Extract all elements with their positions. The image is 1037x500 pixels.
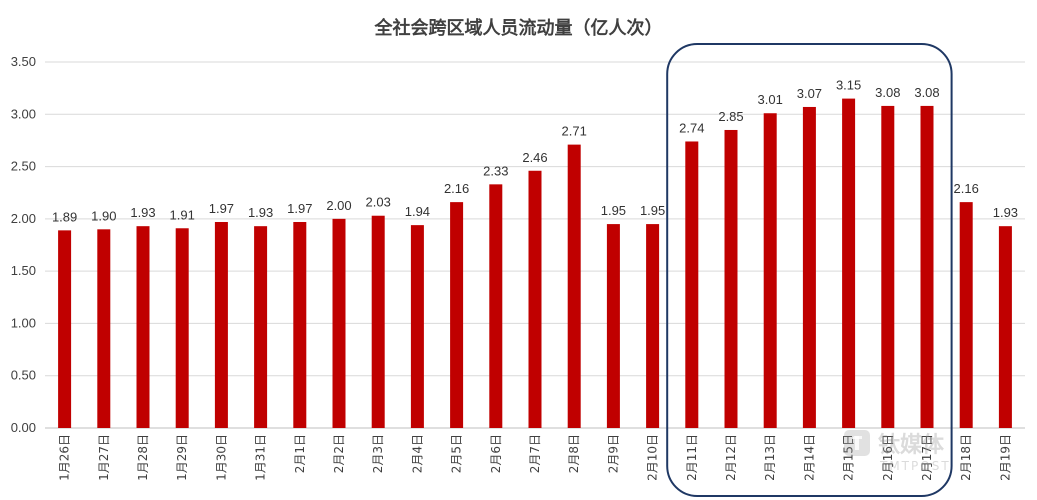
bar — [332, 218, 346, 428]
y-tick-label: 3.50 — [11, 54, 36, 69]
x-tick-label: 1月30日 — [214, 434, 228, 481]
x-tick-label: 2月17日 — [920, 434, 934, 481]
data-label: 2.46 — [522, 150, 547, 165]
data-label: 1.97 — [209, 201, 234, 216]
bar — [410, 225, 424, 428]
y-tick-label: 2.00 — [11, 211, 36, 226]
watermark-text: 钛媒体 — [878, 432, 945, 458]
x-tick-label: 1月28日 — [136, 434, 150, 481]
data-label: 2.85 — [718, 109, 743, 124]
bar — [606, 224, 620, 428]
data-label: 3.01 — [758, 92, 783, 107]
bar — [175, 228, 189, 428]
bar — [136, 226, 150, 428]
y-axis-ticks: 0.00 0.50 1.00 1.50 2.00 2.50 3.00 3.50 — [11, 54, 36, 435]
bar — [881, 105, 895, 429]
x-tick-label: 2月5日 — [450, 434, 464, 473]
bar — [567, 144, 581, 428]
bar — [371, 215, 385, 428]
y-tick-label: 2.50 — [11, 159, 36, 174]
x-tick-label: 2月4日 — [410, 434, 424, 473]
bar — [763, 113, 777, 429]
x-tick-label: 2月15日 — [842, 434, 856, 481]
x-tick-label: 2月19日 — [998, 434, 1012, 481]
x-tick-label: 1月27日 — [97, 434, 111, 481]
bar — [959, 202, 973, 428]
x-tick-label: 2月11日 — [685, 434, 699, 481]
x-tick-label: 2月16日 — [881, 434, 895, 481]
bar — [842, 98, 856, 428]
data-label: 3.08 — [875, 85, 900, 100]
data-label: 3.07 — [797, 86, 822, 101]
y-tick-label: 1.00 — [11, 315, 36, 330]
data-label: 2.16 — [954, 181, 979, 196]
data-label: 1.90 — [91, 208, 116, 223]
data-labels: 1.89 1.90 1.93 1.91 1.97 1.93 1.97 2.00 2.03 1.94… — [52, 78, 1018, 225]
x-tick-label: 2月6日 — [489, 434, 503, 473]
bar — [97, 229, 111, 428]
watermark-subtext: TMTPOST — [879, 459, 951, 473]
bar — [214, 221, 228, 428]
highlight-rounded-box — [666, 43, 953, 497]
data-label: 1.93 — [248, 205, 273, 220]
x-axis-ticks: 1月26日 1月27日 1月28日 1月29日 1月30日 1月31日 2月1日 2月2日 2月… — [58, 434, 1013, 481]
bar — [998, 226, 1012, 428]
data-label: 2.16 — [444, 181, 469, 196]
x-tick-label: 2月7日 — [528, 434, 542, 473]
x-tick-label: 2月14日 — [802, 434, 816, 481]
data-label: 1.95 — [601, 203, 626, 218]
x-tick-label: 2月2日 — [332, 434, 346, 473]
x-tick-label: 2月12日 — [724, 434, 738, 481]
y-tick-label: 0.50 — [11, 368, 36, 383]
data-label: 1.93 — [130, 205, 155, 220]
data-label: 2.03 — [366, 195, 391, 210]
chart-title: 全社会跨区域人员流动量（亿人次） — [374, 18, 663, 39]
x-tick-label: 2月1日 — [293, 434, 307, 473]
bar — [293, 221, 307, 428]
bar — [450, 202, 464, 428]
data-label: 2.71 — [562, 124, 587, 139]
bar — [254, 226, 268, 428]
bar — [528, 170, 542, 429]
data-label: 1.97 — [287, 201, 312, 216]
bars — [58, 98, 1012, 429]
data-label: 1.94 — [405, 204, 430, 219]
x-tick-label: 2月8日 — [567, 434, 581, 473]
data-label: 1.95 — [640, 203, 665, 218]
data-label: 1.93 — [993, 205, 1018, 220]
data-label: 3.08 — [914, 85, 939, 100]
x-tick-label: 2月10日 — [646, 434, 660, 481]
bar — [685, 141, 699, 428]
x-tick-label: 1月29日 — [175, 434, 189, 481]
bar — [58, 230, 72, 428]
watermark: 钛媒体 TMTPOST — [844, 430, 951, 473]
highlight-box — [666, 43, 953, 497]
data-label: 2.33 — [483, 163, 508, 178]
data-label: 1.89 — [52, 209, 77, 224]
bar — [646, 224, 660, 428]
bar — [802, 106, 816, 429]
x-tick-label: 1月31日 — [254, 434, 268, 481]
bar — [489, 184, 503, 428]
y-tick-label: 0.00 — [11, 420, 36, 435]
y-tick-label: 3.00 — [11, 106, 36, 121]
bar — [920, 105, 934, 429]
data-label: 3.15 — [836, 78, 861, 93]
y-tick-label: 1.50 — [11, 263, 36, 278]
x-tick-label: 2月18日 — [959, 434, 973, 481]
x-tick-label: 2月13日 — [763, 434, 777, 481]
data-label: 2.74 — [679, 120, 704, 135]
bar — [724, 129, 738, 428]
x-tick-label: 1月26日 — [58, 434, 72, 481]
watermark-logo-icon — [844, 430, 870, 456]
data-label: 1.91 — [170, 207, 195, 222]
x-tick-label: 2月3日 — [371, 434, 385, 473]
x-tick-label: 2月9日 — [606, 434, 620, 473]
data-label: 2.00 — [326, 198, 351, 213]
